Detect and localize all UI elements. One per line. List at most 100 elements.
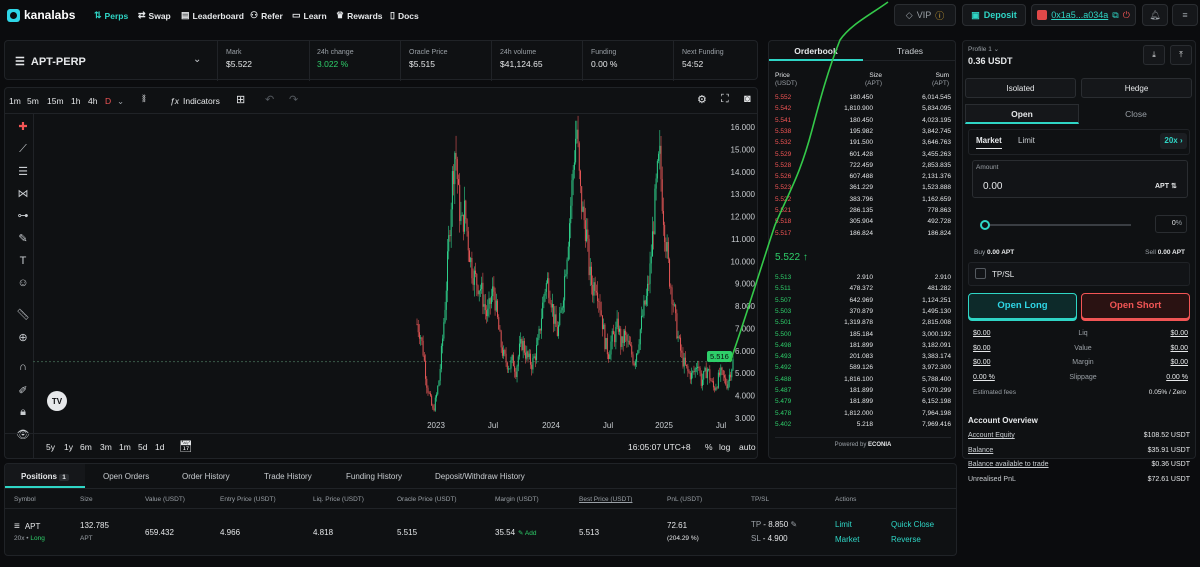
- tf-5m[interactable]: 5m: [27, 96, 39, 106]
- order-type-market[interactable]: Market: [976, 136, 1002, 149]
- position-sl[interactable]: SL - 4.900: [751, 534, 788, 543]
- tab-orderbook[interactable]: Orderbook: [769, 41, 863, 61]
- text-icon[interactable]: T: [19, 255, 27, 267]
- bid-row[interactable]: 5.498 181.899 3,182.091: [769, 340, 955, 351]
- range-1m[interactable]: 1m: [119, 442, 131, 452]
- bid-row[interactable]: 5.488 1,816.100 5,788.400: [769, 374, 955, 385]
- trendline-icon[interactable]: ⟋: [19, 143, 27, 155]
- calendar-icon[interactable]: 📅︎: [179, 441, 193, 453]
- log-toggle[interactable]: log: [719, 442, 731, 452]
- bid-row[interactable]: 5.500 185.184 3,000.192: [769, 329, 955, 340]
- ask-row[interactable]: 5.526 607.488 2,131.376: [769, 171, 955, 182]
- layout-icon[interactable]: ⊞: [236, 94, 246, 106]
- tab-deposit-withdraw-history[interactable]: Deposit/Withdraw History: [435, 472, 525, 481]
- projection-icon[interactable]: ⊶: [17, 210, 29, 222]
- amount-slider-track[interactable]: [983, 224, 1131, 226]
- fullscreen-icon[interactable]: ⛶: [721, 93, 729, 105]
- tab-funding-history[interactable]: Funding History: [346, 472, 403, 481]
- nav-swap[interactable]: ⇄ Swap: [138, 10, 171, 21]
- ask-row[interactable]: 5.528 722.459 2,853.835: [769, 160, 955, 171]
- ask-row[interactable]: 5.538 195.982 3,842.745: [769, 126, 955, 137]
- tf-4h[interactable]: 4h: [88, 96, 98, 106]
- redo-icon[interactable]: ↷: [289, 94, 299, 106]
- ask-row[interactable]: 5.532 191.500 3,646.763: [769, 137, 955, 148]
- bid-row[interactable]: 5.507 642.969 1,124.251: [769, 295, 955, 306]
- indicators-button[interactable]: ƒx Indicators: [170, 96, 220, 106]
- open-long-button[interactable]: Open Long: [968, 293, 1077, 319]
- nav-rewards[interactable]: ♛ Rewards: [336, 10, 383, 21]
- pattern-icon[interactable]: ⋈: [17, 188, 29, 200]
- ask-row[interactable]: 5.542 1,810.900 5,834.095: [769, 103, 955, 114]
- order-type-limit[interactable]: Limit: [1018, 136, 1035, 145]
- chevron-down-icon[interactable]: ⌄: [193, 54, 202, 65]
- add-margin-button[interactable]: ✎ Add: [518, 530, 537, 537]
- bid-row[interactable]: 5.493 201.083 3,383.174: [769, 351, 955, 362]
- range-5y[interactable]: 5y: [46, 442, 55, 452]
- leverage-button[interactable]: 20x ›: [1160, 133, 1187, 149]
- profile-selector[interactable]: Profile 1 ⌄: [968, 46, 1000, 53]
- slider-percent-input[interactable]: 0%: [1155, 215, 1187, 233]
- ruler-icon[interactable]: 📏︎: [16, 309, 30, 321]
- ask-row[interactable]: 5.518 305.904 492.728: [769, 216, 955, 227]
- range-3m[interactable]: 3m: [100, 442, 112, 452]
- crosshair-icon[interactable]: ✚: [18, 121, 28, 133]
- tf-chevron-icon[interactable]: ⌄: [117, 96, 125, 106]
- range-1y[interactable]: 1y: [64, 442, 73, 452]
- nav-leaderboard[interactable]: ▤ Leaderboard: [181, 10, 245, 21]
- edit-tp-icon[interactable]: ✎: [790, 520, 798, 529]
- tf-15m[interactable]: 15m: [47, 96, 64, 106]
- nav-docs[interactable]: ▯ Docs: [390, 10, 419, 21]
- ask-row[interactable]: 5.552 180.450 6,014.545: [769, 92, 955, 103]
- market-selector[interactable]: ☰ APT-PERP: [15, 55, 86, 69]
- magnet-icon[interactable]: ∩: [19, 361, 27, 373]
- vip-button[interactable]: ◇ VIP ⓘ: [894, 4, 956, 26]
- ask-row[interactable]: 5.529 601.428 3,455.263: [769, 149, 955, 160]
- amount-unit[interactable]: APT ⇅: [1155, 183, 1177, 190]
- bid-row[interactable]: 5.503 370.879 1,495.130: [769, 306, 955, 317]
- upload-icon[interactable]: ⤒: [1170, 45, 1192, 65]
- menu-button[interactable]: ≡: [1172, 4, 1198, 26]
- lock-draw-icon[interactable]: ✐: [18, 385, 28, 397]
- zoom-icon[interactable]: ⊕: [18, 332, 28, 344]
- tab-trades[interactable]: Trades: [863, 41, 955, 61]
- settings-icon[interactable]: ⚙: [697, 94, 707, 106]
- position-tp[interactable]: TP - 8.850 ✎: [751, 520, 798, 529]
- nav-refer[interactable]: ⚇ Refer: [250, 10, 283, 21]
- candle-type-icon[interactable]: ⧚: [142, 93, 146, 105]
- tab-positions[interactable]: Positions 1: [21, 472, 69, 481]
- tab-close[interactable]: Close: [1125, 109, 1147, 119]
- bid-row[interactable]: 5.513 2.910 2.910: [769, 272, 955, 283]
- nav-learn[interactable]: ▭ Learn: [292, 10, 327, 21]
- open-short-button[interactable]: Open Short: [1081, 293, 1190, 319]
- bid-row[interactable]: 5.501 1,319.878 2,815.008: [769, 317, 955, 328]
- ask-row[interactable]: 5.521 286.135 778.863: [769, 205, 955, 216]
- emoji-icon[interactable]: ☺: [17, 277, 29, 289]
- isolated-button[interactable]: Isolated: [965, 78, 1076, 98]
- tf-1m[interactable]: 1m: [9, 96, 21, 106]
- market-close-button[interactable]: Market: [835, 535, 860, 544]
- fib-icon[interactable]: ☰: [18, 166, 28, 178]
- limit-close-button[interactable]: Limit: [835, 520, 852, 529]
- kanalabs-logo[interactable]: kanalabs: [7, 8, 75, 22]
- tab-trade-history[interactable]: Trade History: [264, 472, 312, 481]
- range-5d[interactable]: 5d: [138, 442, 148, 452]
- ask-row[interactable]: 5.523 361.229 1,523.888: [769, 182, 955, 193]
- copy-icon[interactable]: ⧉: [1112, 9, 1119, 20]
- tradingview-logo[interactable]: TV: [47, 391, 67, 411]
- bid-row[interactable]: 5.402 5.218 7,969.416: [769, 419, 955, 430]
- reverse-button[interactable]: Reverse: [891, 535, 921, 544]
- notifications-button[interactable]: 🔔︎: [1142, 4, 1168, 26]
- eye-icon[interactable]: 👁︎: [16, 429, 30, 441]
- amount-slider-handle[interactable]: [980, 220, 990, 230]
- range-6m[interactable]: 6m: [80, 442, 92, 452]
- camera-icon[interactable]: ◙: [744, 93, 751, 105]
- hedge-button[interactable]: Hedge: [1081, 78, 1192, 98]
- amount-input[interactable]: [972, 160, 1188, 198]
- bid-row[interactable]: 5.492 589.126 3,972.300: [769, 362, 955, 373]
- quick-close-button[interactable]: Quick Close: [891, 520, 935, 529]
- ask-row[interactable]: 5.517 186.824 186.824: [769, 228, 955, 239]
- deposit-button[interactable]: ▣ Deposit: [962, 4, 1026, 26]
- brush-icon[interactable]: ✎: [18, 233, 28, 245]
- tf-d[interactable]: D: [105, 96, 112, 106]
- amount-value[interactable]: 0.00: [983, 181, 1003, 192]
